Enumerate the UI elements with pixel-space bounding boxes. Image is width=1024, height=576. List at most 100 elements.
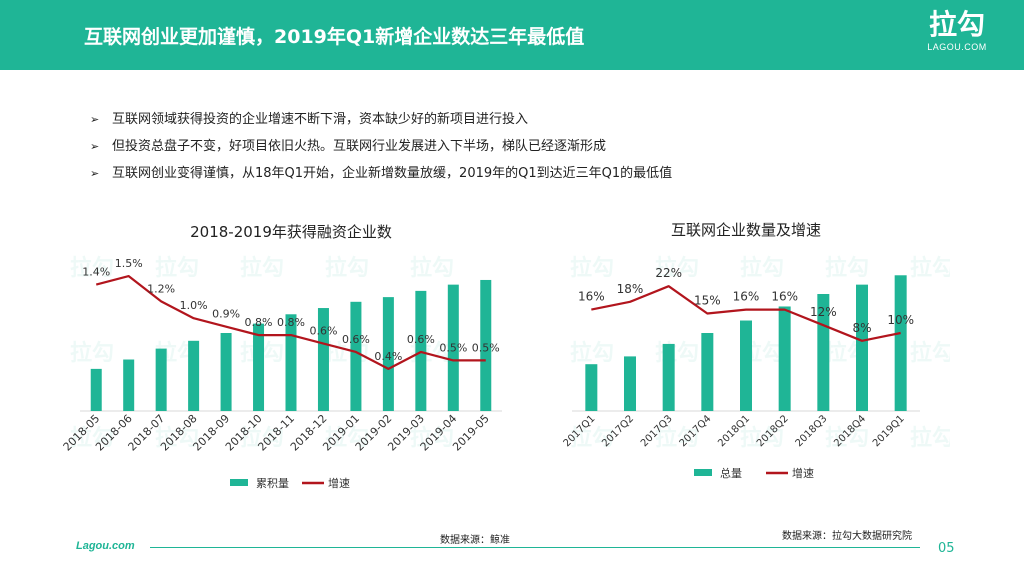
watermark-logo: 拉勾 bbox=[325, 425, 369, 451]
data-label: 1.5% bbox=[115, 257, 143, 270]
arrow-bullet-icon: ➢ bbox=[90, 113, 100, 126]
watermark-logo: 拉勾 bbox=[70, 340, 114, 366]
growth-line bbox=[591, 285, 901, 342]
data-label: 1.4% bbox=[82, 266, 110, 279]
funding-chart: 2018-2019年获得融资企业数拉勾 拉勾 拉勾 拉勾 拉勾拉勾 拉勾 拉勾 拉勾拉勾 拉勾拉… bbox=[61, 223, 502, 490]
bar-2018-08 bbox=[188, 340, 200, 411]
data-label: 22% bbox=[655, 266, 682, 280]
data-label: 1.0% bbox=[180, 299, 208, 312]
bar-2018Q2 bbox=[778, 306, 791, 411]
bullet-text: 但投资总盘子不变，好项目依旧火热。互联网行业发展进入下半场，梯队已经逐渐形成 bbox=[112, 139, 607, 154]
watermark-logo: 拉勾 bbox=[825, 255, 869, 281]
bar-2018-05 bbox=[90, 368, 102, 411]
watermark-logo: 拉勾 bbox=[70, 425, 114, 451]
footer-divider bbox=[150, 547, 920, 548]
legend-swatch-bar bbox=[230, 479, 248, 486]
bar-2019Q1 bbox=[894, 275, 907, 411]
source-note-left: 数据来源：鲸准 bbox=[440, 535, 510, 546]
watermark-logo: 拉勾 bbox=[740, 255, 784, 281]
watermark-logo: 拉勾 bbox=[410, 425, 454, 451]
arrow-bullet-icon: ➢ bbox=[90, 167, 100, 180]
page-title: 互联网创业更加谨慎，2019年Q1新增企业数达三年最低值 bbox=[84, 26, 585, 48]
data-label: 10% bbox=[887, 313, 914, 327]
watermark-logo: 拉勾 bbox=[570, 340, 614, 366]
watermark-logo: 拉勾 bbox=[910, 340, 950, 366]
bar-2019-01 bbox=[350, 301, 362, 411]
bar-2018Q4 bbox=[856, 284, 868, 411]
data-label: 18% bbox=[617, 282, 644, 296]
bar-2019-04 bbox=[447, 284, 459, 411]
watermark-logo: 拉勾 bbox=[410, 255, 454, 281]
category-tick: 2019Q1 bbox=[871, 413, 907, 449]
watermark-logo: 拉勾 bbox=[570, 425, 614, 451]
logo-subtext: LAGOU.COM bbox=[927, 42, 987, 52]
legend-label: 增速 bbox=[328, 476, 350, 490]
data-label: 0.6% bbox=[309, 325, 337, 338]
bar-2017Q4 bbox=[701, 333, 714, 411]
watermark-logo: 拉勾 bbox=[655, 255, 699, 281]
watermark-logo: 拉勾 bbox=[240, 425, 284, 451]
bar-2018Q1 bbox=[740, 320, 752, 411]
watermark-logo: 拉勾 bbox=[70, 255, 114, 281]
bullet-text: 互联网创业变得谨慎，从18年Q1开始，企业新增数量放缓，2019年的Q1到达近三… bbox=[112, 166, 673, 181]
watermark-logo: 拉勾 bbox=[155, 255, 199, 281]
data-label: 15% bbox=[694, 294, 721, 308]
legend-label: 增速 bbox=[792, 466, 814, 480]
watermark-logo: 拉勾 bbox=[155, 425, 199, 451]
watermark-logo: 拉勾 bbox=[910, 425, 950, 451]
data-label: 0.9% bbox=[212, 308, 240, 321]
growth-line bbox=[95, 274, 486, 370]
legend-label: 累积量 bbox=[256, 477, 289, 490]
data-label: 16% bbox=[578, 290, 605, 304]
data-label: 16% bbox=[733, 290, 760, 304]
data-label: 1.2% bbox=[147, 282, 175, 295]
footer-brand: Lagou.com bbox=[76, 540, 135, 552]
watermark-logo: 拉勾 bbox=[325, 340, 369, 366]
data-label: 0.5% bbox=[472, 341, 500, 354]
bullet-item: ➢ 但投资总盘子不变，好项目依旧火热。互联网行业发展进入下半场，梯队已经逐渐形成 bbox=[90, 133, 672, 160]
bullet-list: ➢ 互联网领域获得投资的企业增速不断下滑，资本缺少好的新项目进行投入 ➢ 但投资总盘… bbox=[90, 106, 672, 187]
chart-title: 2018-2019年获得融资企业数 bbox=[190, 223, 392, 241]
legend-swatch-bar bbox=[694, 469, 712, 476]
data-label: 0.6% bbox=[407, 333, 435, 346]
data-label: 12% bbox=[810, 305, 837, 319]
legend-label: 总量 bbox=[720, 466, 742, 480]
bar-2018-07 bbox=[155, 348, 167, 411]
data-label: 0.4% bbox=[374, 350, 402, 363]
watermark-logo: 拉勾 bbox=[910, 255, 950, 281]
data-label: 0.8% bbox=[277, 316, 305, 329]
bar-2019-05 bbox=[480, 279, 492, 411]
bar-2018-06 bbox=[123, 359, 135, 411]
bar-2017Q1 bbox=[585, 364, 598, 411]
data-label: 16% bbox=[771, 290, 798, 304]
chart-title: 互联网企业数量及增速 bbox=[671, 221, 821, 239]
bar-2017Q2 bbox=[624, 356, 636, 411]
bullet-item: ➢ 互联网领域获得投资的企业增速不断下滑，资本缺少好的新项目进行投入 bbox=[90, 106, 672, 133]
data-label: 0.6% bbox=[342, 333, 370, 346]
watermark-logo: 拉勾 bbox=[240, 255, 284, 281]
bar-2019-02 bbox=[382, 297, 394, 411]
bullet-item: ➢ 互联网创业变得谨慎，从18年Q1开始，企业新增数量放缓，2019年的Q1到达近… bbox=[90, 160, 672, 187]
bullet-text: 互联网领域获得投资的企业增速不断下滑，资本缺少好的新项目进行投入 bbox=[112, 112, 529, 127]
watermark-logo: 拉勾 bbox=[740, 425, 784, 451]
source-note-right: 数据来源：拉勾大数据研究院 bbox=[782, 531, 912, 542]
bar-2017Q3 bbox=[662, 343, 675, 411]
watermark-logo: 拉勾 bbox=[825, 425, 869, 451]
watermark-logo: 拉勾 bbox=[655, 340, 699, 366]
watermark-logo: 拉勾 bbox=[325, 255, 369, 281]
bar-2018-12 bbox=[317, 308, 329, 411]
watermark-logo: 拉勾 bbox=[570, 255, 614, 281]
data-label: 0.5% bbox=[439, 341, 467, 354]
data-label: 0.8% bbox=[245, 316, 273, 329]
header-bar: 互联网创业更加谨慎，2019年Q1新增企业数达三年最低值 拉勾 LAGOU.CO… bbox=[0, 0, 1024, 70]
data-label: 8% bbox=[852, 321, 871, 335]
page-number: 05 bbox=[938, 541, 955, 556]
lagou-logo[interactable]: 拉勾 LAGOU.COM bbox=[922, 8, 992, 52]
bar-2018-09 bbox=[220, 333, 232, 411]
bar-2018-10 bbox=[253, 323, 265, 411]
bar-2018-11 bbox=[285, 314, 297, 411]
arrow-bullet-icon: ➢ bbox=[90, 140, 100, 153]
watermark-logo: 拉勾 bbox=[655, 425, 699, 451]
logo-mark: 拉勾 bbox=[928, 8, 985, 41]
